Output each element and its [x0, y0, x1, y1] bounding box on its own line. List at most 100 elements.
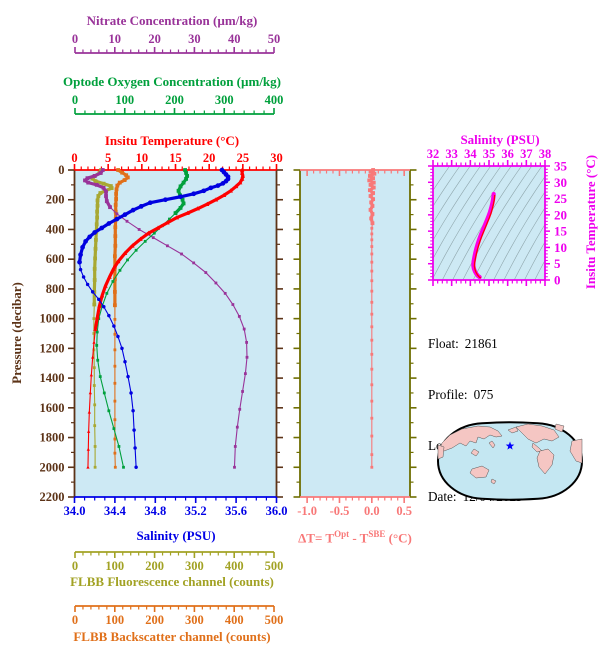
dt-title-sup-opt: Opt	[334, 529, 350, 539]
svg-text:25: 25	[237, 151, 250, 165]
svg-text:15: 15	[554, 224, 568, 239]
svg-text:400: 400	[265, 93, 284, 107]
temperature-axis-title: Insitu Temperature (°C)	[104, 133, 240, 148]
svg-text:300: 300	[185, 613, 204, 627]
svg-text:1600: 1600	[40, 401, 65, 415]
nitrate-scale-axis: 0 10 20 30 40 50	[72, 32, 281, 54]
svg-text:34: 34	[464, 147, 477, 161]
svg-text:35.6: 35.6	[225, 504, 247, 518]
svg-text:38: 38	[539, 147, 552, 161]
svg-text:10: 10	[136, 151, 149, 165]
svg-text:-1.0: -1.0	[297, 504, 317, 518]
svg-text:0: 0	[72, 559, 78, 573]
dt-title-text2: - T	[349, 530, 369, 546]
ts-salinity-axis-title: Salinity (PSU)	[460, 132, 540, 147]
svg-text:5: 5	[105, 151, 111, 165]
svg-text:0.0: 0.0	[364, 504, 380, 518]
nitrate-axis-title: Nitrate Concentration (µm/kg)	[86, 13, 258, 28]
delta-t-plot: -1.0 -0.5 0.0 0.5	[293, 168, 417, 518]
salinity-axis-title: Salinity (PSU)	[136, 528, 216, 543]
svg-text:100: 100	[115, 93, 134, 107]
svg-text:200: 200	[145, 613, 164, 627]
svg-text:50: 50	[268, 32, 281, 46]
map-continents	[437, 423, 583, 485]
backscatter-scale-axis: 0 100 200 300 400 500	[72, 605, 284, 627]
dt-title-text3: (°C)	[385, 530, 412, 546]
svg-text:25: 25	[554, 191, 568, 206]
svg-text:15: 15	[169, 151, 182, 165]
svg-text:2200: 2200	[40, 490, 65, 504]
svg-text:0.5: 0.5	[396, 504, 412, 518]
oxygen-axis-title: Optode Oxygen Concentration (µm/kg)	[62, 74, 281, 89]
svg-text:2000: 2000	[40, 460, 65, 474]
dt-title-sup-sbe: SBE	[368, 529, 386, 539]
svg-text:100: 100	[105, 559, 124, 573]
svg-text:0: 0	[72, 93, 78, 107]
svg-text:500: 500	[265, 559, 284, 573]
svg-text:0: 0	[554, 273, 561, 288]
svg-text:0: 0	[58, 163, 64, 177]
svg-text:20: 20	[203, 151, 216, 165]
oxygen-scale-axis: 0 100 200 300 400	[72, 93, 284, 115]
svg-text:30: 30	[270, 151, 283, 165]
svg-text:300: 300	[185, 559, 204, 573]
float-id-row: Float: 21861	[428, 335, 576, 352]
profile-label: Profile:	[428, 387, 468, 402]
svg-text:200: 200	[46, 193, 65, 207]
map-globe	[436, 421, 584, 501]
svg-text:33: 33	[445, 147, 458, 161]
svg-text:400: 400	[46, 222, 65, 236]
svg-text:1800: 1800	[40, 431, 65, 445]
fluorescence-scale-axis: 0 100 200 300 400 500	[72, 551, 284, 573]
svg-text:10: 10	[109, 32, 122, 46]
svg-text:20: 20	[554, 207, 567, 222]
svg-text:400: 400	[225, 559, 244, 573]
svg-text:36.0: 36.0	[266, 504, 288, 518]
svg-text:34.4: 34.4	[104, 504, 127, 518]
svg-text:5: 5	[554, 256, 561, 271]
svg-text:32: 32	[427, 147, 440, 161]
svg-text:34.8: 34.8	[144, 504, 166, 518]
svg-text:40: 40	[228, 32, 241, 46]
svg-text:200: 200	[165, 93, 184, 107]
svg-text:35: 35	[483, 147, 496, 161]
float-id-label: Float:	[428, 336, 459, 351]
svg-text:-0.5: -0.5	[330, 504, 350, 518]
svg-text:30: 30	[188, 32, 201, 46]
svg-text:1000: 1000	[40, 312, 65, 326]
main-profile-plot: 0200400600800100012001400160018002000220…	[40, 151, 288, 518]
svg-text:400: 400	[225, 613, 244, 627]
float-id-value: 21861	[464, 336, 498, 351]
date-label: Date:	[428, 489, 457, 504]
svg-text:0: 0	[72, 613, 78, 627]
svg-text:0: 0	[72, 32, 78, 46]
svg-text:36: 36	[501, 147, 514, 161]
svg-text:500: 500	[265, 613, 284, 627]
svg-text:35: 35	[554, 159, 568, 174]
svg-text:800: 800	[46, 282, 65, 296]
svg-text:30: 30	[554, 175, 567, 190]
pressure-axis-title: Pressure (decibar)	[9, 282, 24, 384]
float-location-star	[505, 441, 515, 450]
svg-text:10: 10	[554, 240, 567, 255]
svg-text:1200: 1200	[40, 341, 65, 355]
svg-text:600: 600	[46, 252, 65, 266]
fluorescence-axis-title: FLBB Fluorescence channel (counts)	[70, 574, 274, 589]
backscatter-axis-title: FLBB Backscatter channel (counts)	[73, 629, 271, 644]
world-map	[436, 421, 584, 501]
dt-title-text: ΔT= T	[298, 530, 335, 546]
svg-text:35.2: 35.2	[185, 504, 207, 518]
delta-t-axis-title: ΔT= TOpt - TSBE (°C)	[278, 529, 432, 546]
svg-text:20: 20	[148, 32, 161, 46]
svg-text:200: 200	[145, 559, 164, 573]
svg-text:100: 100	[105, 613, 124, 627]
svg-text:34.0: 34.0	[64, 504, 86, 518]
svg-text:0: 0	[71, 151, 77, 165]
profile-row: Profile: 075	[428, 386, 576, 403]
svg-text:1400: 1400	[40, 371, 65, 385]
svg-text:37: 37	[520, 147, 533, 161]
svg-text:300: 300	[215, 93, 234, 107]
profile-value: 075	[473, 387, 494, 402]
